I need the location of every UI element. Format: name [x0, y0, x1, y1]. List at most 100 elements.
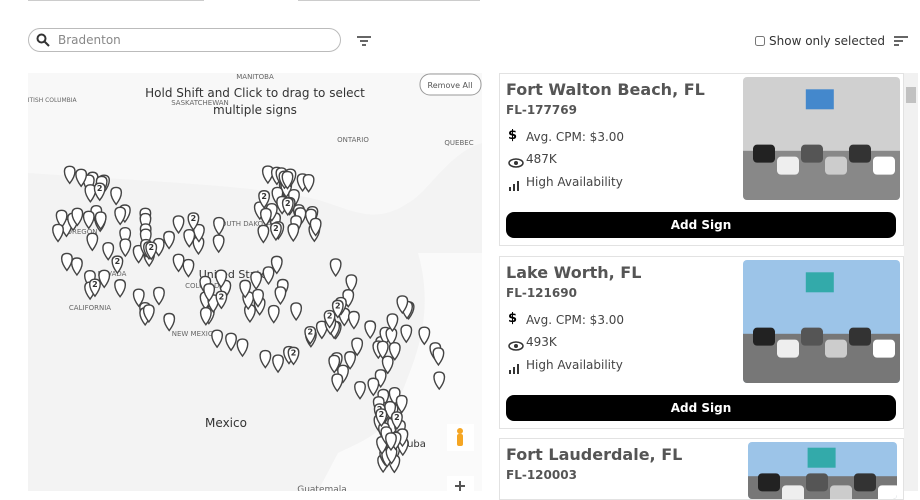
map[interactable]: Hold Shift and Click to drag to select mu…: [28, 73, 482, 491]
map-label: NEW MEXICO: [172, 330, 219, 338]
listing-availability: High Availability: [526, 358, 623, 372]
map-pin: [145, 241, 158, 261]
map-label: Guatemala: [297, 485, 347, 491]
cluster-count: 2: [191, 214, 197, 223]
map-pin: [367, 377, 380, 397]
car: [878, 485, 897, 499]
row-icon: [508, 153, 524, 172]
map-pin: [63, 165, 76, 185]
search-box[interactable]: Bradenton: [28, 28, 341, 52]
map-label: QUEBEC: [444, 139, 473, 147]
listing-id: FL-120003: [506, 468, 577, 482]
cluster-count: 2: [285, 199, 291, 208]
car: [777, 156, 799, 175]
map-pin: [259, 207, 272, 227]
map-pin: [281, 197, 294, 217]
map-pin: [388, 342, 401, 361]
car: [849, 144, 871, 163]
sea: [318, 253, 482, 491]
map-pin: [376, 340, 389, 360]
add-sign-button[interactable]: Add Sign: [506, 212, 896, 238]
cluster-count: 2: [261, 192, 267, 201]
map-pin: [236, 338, 249, 358]
pins: 222222222222222222: [52, 165, 446, 474]
cluster-count: 2: [92, 280, 98, 289]
map-label: Cuba: [400, 439, 426, 450]
map-pin: [114, 279, 127, 298]
filter-icon[interactable]: [356, 34, 372, 48]
map-pin: [345, 274, 358, 294]
billboard: [805, 272, 834, 293]
map-pin: [199, 306, 212, 326]
remove-all-label: Remove All: [428, 81, 473, 90]
map-pin: [94, 211, 107, 231]
map-label: OREGON: [67, 228, 98, 236]
car: [873, 156, 895, 175]
map-pin: [211, 329, 224, 349]
cluster-count: 2: [97, 184, 103, 193]
map-pin: [215, 269, 228, 289]
map-pin: [400, 324, 413, 344]
listing-card[interactable]: Fort Walton Beach, FL FL-177769 $ Avg. CPM:…: [499, 73, 904, 246]
scroll-thumb[interactable]: [906, 87, 916, 103]
map-pin: [354, 380, 366, 400]
car: [825, 339, 847, 358]
map-pin: [328, 354, 341, 374]
map-pin: [182, 258, 195, 278]
map-pin: [86, 232, 99, 252]
map-pin: [364, 320, 377, 340]
row-icon: $: [508, 128, 518, 143]
tab-line: [28, 0, 204, 1]
map-pin: [60, 252, 73, 272]
map-label: Mexico: [205, 416, 247, 430]
map-pin: [172, 215, 185, 235]
search-placeholder: Bradenton: [58, 33, 121, 47]
map-pin: [75, 168, 88, 188]
show-selected[interactable]: Show only selected: [755, 34, 885, 48]
sign-photo: [748, 442, 897, 499]
map-pin: [347, 310, 360, 330]
listing-cpm: Avg. CPM: $3.00: [526, 130, 625, 144]
row-icon: [508, 336, 524, 355]
sort-icon[interactable]: [893, 34, 909, 48]
map-pin: [187, 212, 200, 232]
map-pin: [274, 286, 287, 306]
map-pin: [52, 223, 64, 243]
map-pin: [344, 351, 357, 370]
sign-photo: [743, 77, 900, 200]
map-canvas: Hold Shift and Click to drag to select mu…: [28, 73, 482, 491]
cluster-count: 2: [394, 413, 400, 422]
map-pin: [70, 257, 83, 277]
checkbox[interactable]: [755, 36, 765, 46]
listing-card[interactable]: Lake Worth, FL FL-121690 $ Avg. CPM: $3.00 4…: [499, 256, 904, 429]
map-pin: [315, 320, 328, 340]
remove-all-button[interactable]: [419, 73, 482, 96]
car: [782, 485, 804, 499]
map-pin: [385, 432, 397, 452]
map-label: SOUTH DAKOTA: [216, 220, 271, 228]
listing-title: Fort Lauderdale, FL: [506, 445, 683, 464]
listing-availability: High Availability: [526, 175, 623, 189]
map-pin: [390, 411, 403, 431]
pegman: [457, 428, 463, 434]
car: [849, 327, 871, 346]
map-pin: [258, 190, 271, 209]
map-label: BRITISH COLUMBIA: [28, 97, 78, 104]
car: [830, 485, 852, 499]
cluster-count: 2: [327, 312, 333, 321]
map-pin: [114, 206, 127, 226]
map-pin: [119, 238, 132, 258]
map-label: SASKATCHEWAN: [171, 99, 229, 107]
car: [801, 144, 823, 163]
map-pin: [269, 222, 282, 242]
map-pin: [323, 309, 336, 329]
cluster-count: 2: [291, 348, 297, 357]
row-icon: [508, 176, 522, 195]
map-pin: [153, 286, 165, 306]
map-pin: [252, 288, 264, 308]
map-pin: [418, 326, 431, 346]
scrollbar[interactable]: [904, 73, 918, 491]
add-sign-button[interactable]: Add Sign: [506, 395, 896, 421]
map-pin: [351, 337, 364, 357]
listing-id: FL-177769: [506, 103, 577, 117]
